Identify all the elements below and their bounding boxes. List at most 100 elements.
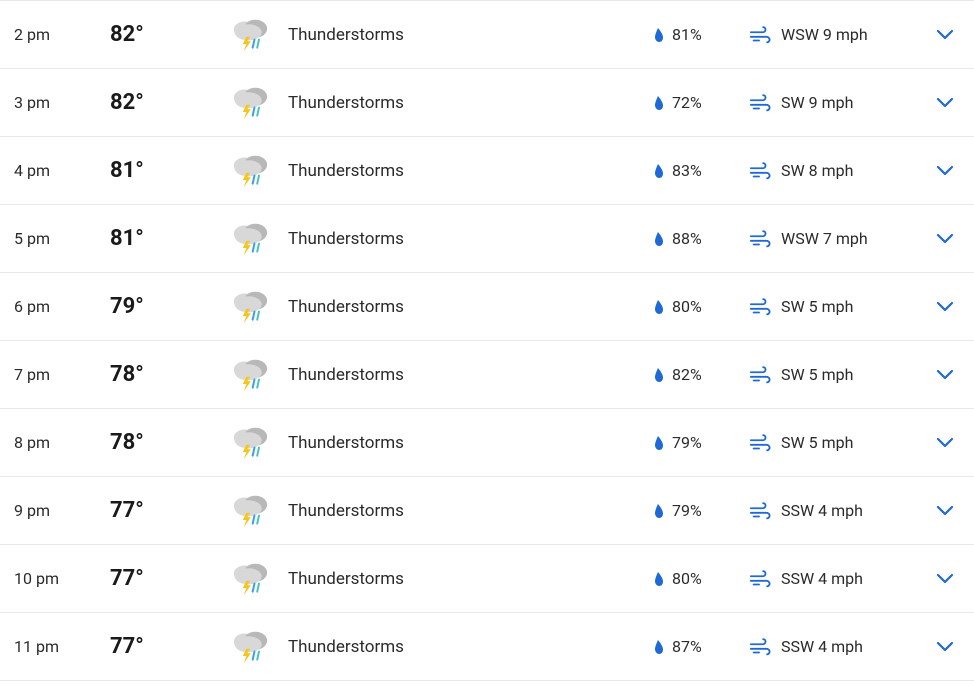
expand-button[interactable] [924,165,954,177]
raindrop-icon [654,367,664,383]
precipitation-value: 82% [672,365,702,384]
precipitation-value: 72% [672,93,702,112]
time-label: 10 pm [10,569,110,588]
forecast-row[interactable]: 11 pm 77° Thunderstorms 87% SSW 4 mph [0,613,974,681]
forecast-row[interactable]: 9 pm 77° Thunderstorms 79% SSW 4 mph [0,477,974,545]
forecast-row[interactable]: 3 pm 82° Thunderstorms 72% SW 9 mph [0,69,974,137]
wind-value: SW 5 mph [781,297,853,316]
wind-cell: WSW 7 mph [749,229,924,248]
thunderstorm-icon [230,493,270,529]
thunderstorm-icon [230,221,270,257]
time-label: 2 pm [10,25,110,44]
condition-label: Thunderstorms [288,25,404,45]
precipitation-cell: 81% [654,25,749,44]
chevron-down-icon [936,369,954,381]
precipitation-cell: 80% [654,569,749,588]
wind-cell: SSW 4 mph [749,637,924,656]
wind-value: SW 5 mph [781,433,853,452]
temperature-value: 77° [110,566,230,591]
chevron-down-icon [936,233,954,245]
wind-icon [749,26,771,44]
forecast-row[interactable]: 2 pm 82° Thunderstorms 81% WSW 9 mph [0,1,974,69]
precipitation-value: 79% [672,433,702,452]
condition-cell: Thunderstorms [230,85,654,121]
chevron-down-icon [936,573,954,585]
wind-icon [749,638,771,656]
wind-cell: SW 5 mph [749,297,924,316]
thunderstorm-icon [230,85,270,121]
precipitation-value: 79% [672,501,702,520]
chevron-down-icon [936,437,954,449]
expand-button[interactable] [924,369,954,381]
chevron-down-icon [936,505,954,517]
raindrop-icon [654,435,664,451]
wind-cell: SW 9 mph [749,93,924,112]
wind-value: SW 9 mph [781,93,853,112]
condition-label: Thunderstorms [288,569,404,589]
wind-cell: SSW 4 mph [749,501,924,520]
precipitation-cell: 72% [654,93,749,112]
thunderstorm-icon [230,357,270,393]
temperature-value: 79° [110,294,230,319]
forecast-row[interactable]: 6 pm 79° Thunderstorms 80% SW 5 mph [0,273,974,341]
condition-cell: Thunderstorms [230,493,654,529]
thunderstorm-icon [230,425,270,461]
wind-value: SW 5 mph [781,365,853,384]
chevron-down-icon [936,165,954,177]
condition-label: Thunderstorms [288,501,404,521]
forecast-row[interactable]: 10 pm 77° Thunderstorms 80% SSW 4 mph [0,545,974,613]
time-label: 9 pm [10,501,110,520]
raindrop-icon [654,27,664,43]
wind-icon [749,434,771,452]
precipitation-cell: 88% [654,229,749,248]
thunderstorm-icon [230,561,270,597]
wind-cell: SW 5 mph [749,365,924,384]
expand-button[interactable] [924,97,954,109]
condition-cell: Thunderstorms [230,153,654,189]
condition-cell: Thunderstorms [230,561,654,597]
condition-label: Thunderstorms [288,161,404,181]
wind-icon [749,366,771,384]
condition-cell: Thunderstorms [230,629,654,665]
wind-icon [749,162,771,180]
wind-value: SSW 4 mph [781,501,863,520]
temperature-value: 81° [110,158,230,183]
raindrop-icon [654,571,664,587]
forecast-row[interactable]: 8 pm 78° Thunderstorms 79% SW 5 mph [0,409,974,477]
temperature-value: 77° [110,498,230,523]
wind-value: WSW 7 mph [781,229,868,248]
expand-button[interactable] [924,641,954,653]
condition-label: Thunderstorms [288,433,404,453]
raindrop-icon [654,503,664,519]
condition-label: Thunderstorms [288,637,404,657]
precipitation-value: 80% [672,297,702,316]
temperature-value: 77° [110,634,230,659]
forecast-row[interactable]: 4 pm 81° Thunderstorms 83% SW 8 mph [0,137,974,205]
precipitation-cell: 83% [654,161,749,180]
expand-button[interactable] [924,29,954,41]
time-label: 11 pm [10,637,110,656]
expand-button[interactable] [924,301,954,313]
raindrop-icon [654,639,664,655]
condition-cell: Thunderstorms [230,289,654,325]
condition-cell: Thunderstorms [230,425,654,461]
expand-button[interactable] [924,233,954,245]
thunderstorm-icon [230,153,270,189]
thunderstorm-icon [230,17,270,53]
expand-button[interactable] [924,437,954,449]
wind-cell: WSW 9 mph [749,25,924,44]
temperature-value: 78° [110,362,230,387]
precipitation-value: 88% [672,229,702,248]
time-label: 4 pm [10,161,110,180]
condition-label: Thunderstorms [288,229,404,249]
forecast-row[interactable]: 7 pm 78° Thunderstorms 82% SW 5 mph [0,341,974,409]
expand-button[interactable] [924,573,954,585]
wind-value: WSW 9 mph [781,25,868,44]
wind-icon [749,94,771,112]
precipitation-cell: 80% [654,297,749,316]
wind-icon [749,570,771,588]
wind-cell: SSW 4 mph [749,569,924,588]
forecast-row[interactable]: 5 pm 81° Thunderstorms 88% WSW 7 mph [0,205,974,273]
expand-button[interactable] [924,505,954,517]
temperature-value: 81° [110,226,230,251]
